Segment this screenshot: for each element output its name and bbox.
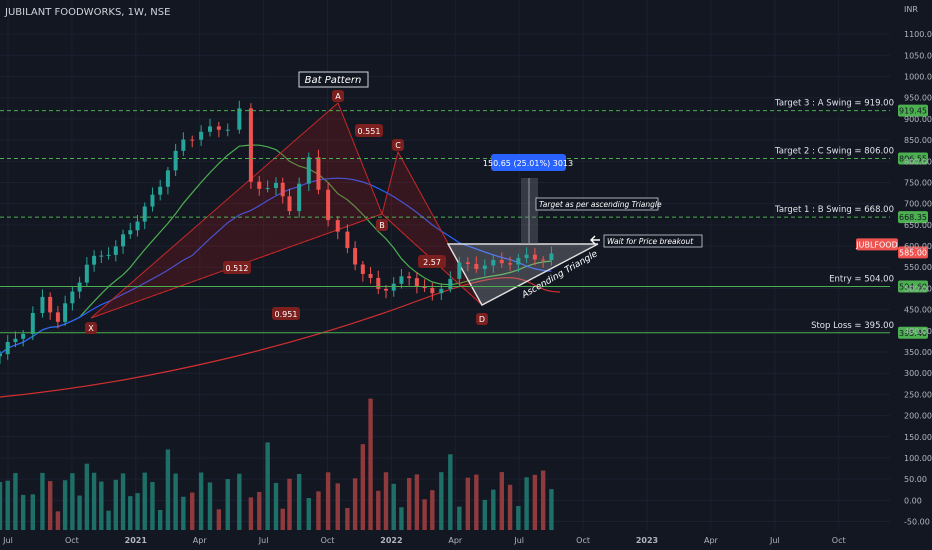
level-label: Entry = 504.00 — [829, 274, 894, 284]
breakout-note: Wait for Price breakout — [607, 237, 694, 246]
price-tick-label: 500.00 — [904, 284, 932, 293]
level-badge: 395.40 — [899, 329, 927, 338]
volume-bars — [0, 398, 554, 530]
price-tick-label: 850.00 — [904, 136, 932, 145]
currency-label: INR — [904, 5, 918, 14]
price-axis: -50.00 0.00 50.00 100.00 150.00 200.00 250.00 3… — [904, 5, 932, 527]
price-tick-label: 900.00 — [904, 115, 932, 124]
price-tick-label: 300.00 — [904, 369, 932, 378]
price-tick-label: 150.00 — [904, 433, 932, 442]
time-tick-label: Jul — [513, 536, 524, 545]
ratio-label: 0.512 — [226, 264, 249, 273]
price-tick-label: 1050.00 — [904, 51, 932, 60]
price-tick-label: 450.00 — [904, 306, 932, 315]
measure-label: 150.65 (25.01%) 3013 — [483, 159, 573, 168]
time-axis: Jul Oct 2021 Apr Jul Oct 2022 Apr Jul Oct 2023 Apr J… — [2, 536, 845, 545]
time-tick-label: Jul — [769, 536, 780, 545]
level-badge: 504.60 — [899, 282, 927, 291]
pattern-point-label: D — [479, 315, 485, 324]
price-tick-label: 50.00 — [904, 475, 927, 484]
price-tick-label: 550.00 — [904, 263, 932, 272]
price-tick-label: 400.00 — [904, 327, 932, 336]
symbol-title: JUBILANT FOODWORKS, 1W, NSE — [4, 7, 170, 18]
price-tick-label: 350.00 — [904, 348, 932, 357]
price-tick-label: 200.00 — [904, 412, 932, 421]
triangle-target-note: Target as per ascending Triangle — [539, 200, 662, 209]
symbol-badge: JUBLFOOD — [855, 240, 898, 249]
grid — [0, 0, 890, 530]
time-tick-label: 2021 — [125, 536, 148, 545]
ratio-label: 0.551 — [358, 127, 381, 136]
price-tick-label: -50.00 — [904, 518, 930, 527]
price-tick-label: 650.00 — [904, 221, 932, 230]
ratio-label: 2.57 — [423, 258, 441, 267]
level-label: Stop Loss = 395.00 — [811, 321, 894, 331]
price-tick-label: 700.00 — [904, 200, 932, 209]
price-tick-label: 1000.00 — [904, 73, 932, 82]
price-tick-label: 750.00 — [904, 178, 932, 187]
pattern-point-label: X — [88, 324, 94, 333]
last-price-badge: 585.00 — [899, 248, 927, 257]
time-tick-label: 2023 — [636, 536, 658, 545]
time-tick-label: Jul — [258, 536, 269, 545]
time-tick-label: Oct — [576, 536, 590, 545]
level-lines: Target 3 : A Swing = 919.00 919.45 Target … — [0, 99, 928, 339]
price-tick-label: 950.00 — [904, 94, 932, 103]
level-label: Target 1 : B Swing = 668.00 — [774, 205, 894, 215]
time-tick-label: Apr — [704, 536, 719, 545]
candles — [0, 100, 554, 364]
time-tick-label: Oct — [832, 536, 846, 545]
time-tick-label: Oct — [321, 536, 335, 545]
level-badge: 806.55 — [899, 155, 927, 164]
pattern-title: Bat Pattern — [305, 75, 362, 86]
price-tick-label: 600.00 — [904, 242, 932, 251]
level-label: Target 3 : A Swing = 919.00 — [774, 99, 894, 109]
ratio-label: 0.951 — [275, 310, 298, 319]
price-tick-label: 800.00 — [904, 157, 932, 166]
time-tick-label: Apr — [193, 536, 208, 545]
level-badge: 919.45 — [899, 107, 927, 116]
level-label: Target 2 : C Swing = 806.00 — [774, 147, 894, 157]
level-badge: 668.35 — [899, 213, 927, 222]
time-tick-label: Apr — [448, 536, 463, 545]
pattern-point-label: B — [379, 221, 385, 230]
price-tick-label: 1100.00 — [904, 30, 932, 39]
price-tick-label: 100.00 — [904, 454, 932, 463]
time-tick-label: Jul — [2, 536, 13, 545]
price-tick-label: 0.00 — [904, 496, 922, 505]
pattern-point-label: C — [395, 141, 401, 150]
pattern-point-label: A — [335, 92, 341, 101]
time-tick-label: Oct — [65, 536, 79, 545]
time-tick-label: 2022 — [380, 536, 402, 545]
price-tick-label: 250.00 — [904, 390, 932, 399]
